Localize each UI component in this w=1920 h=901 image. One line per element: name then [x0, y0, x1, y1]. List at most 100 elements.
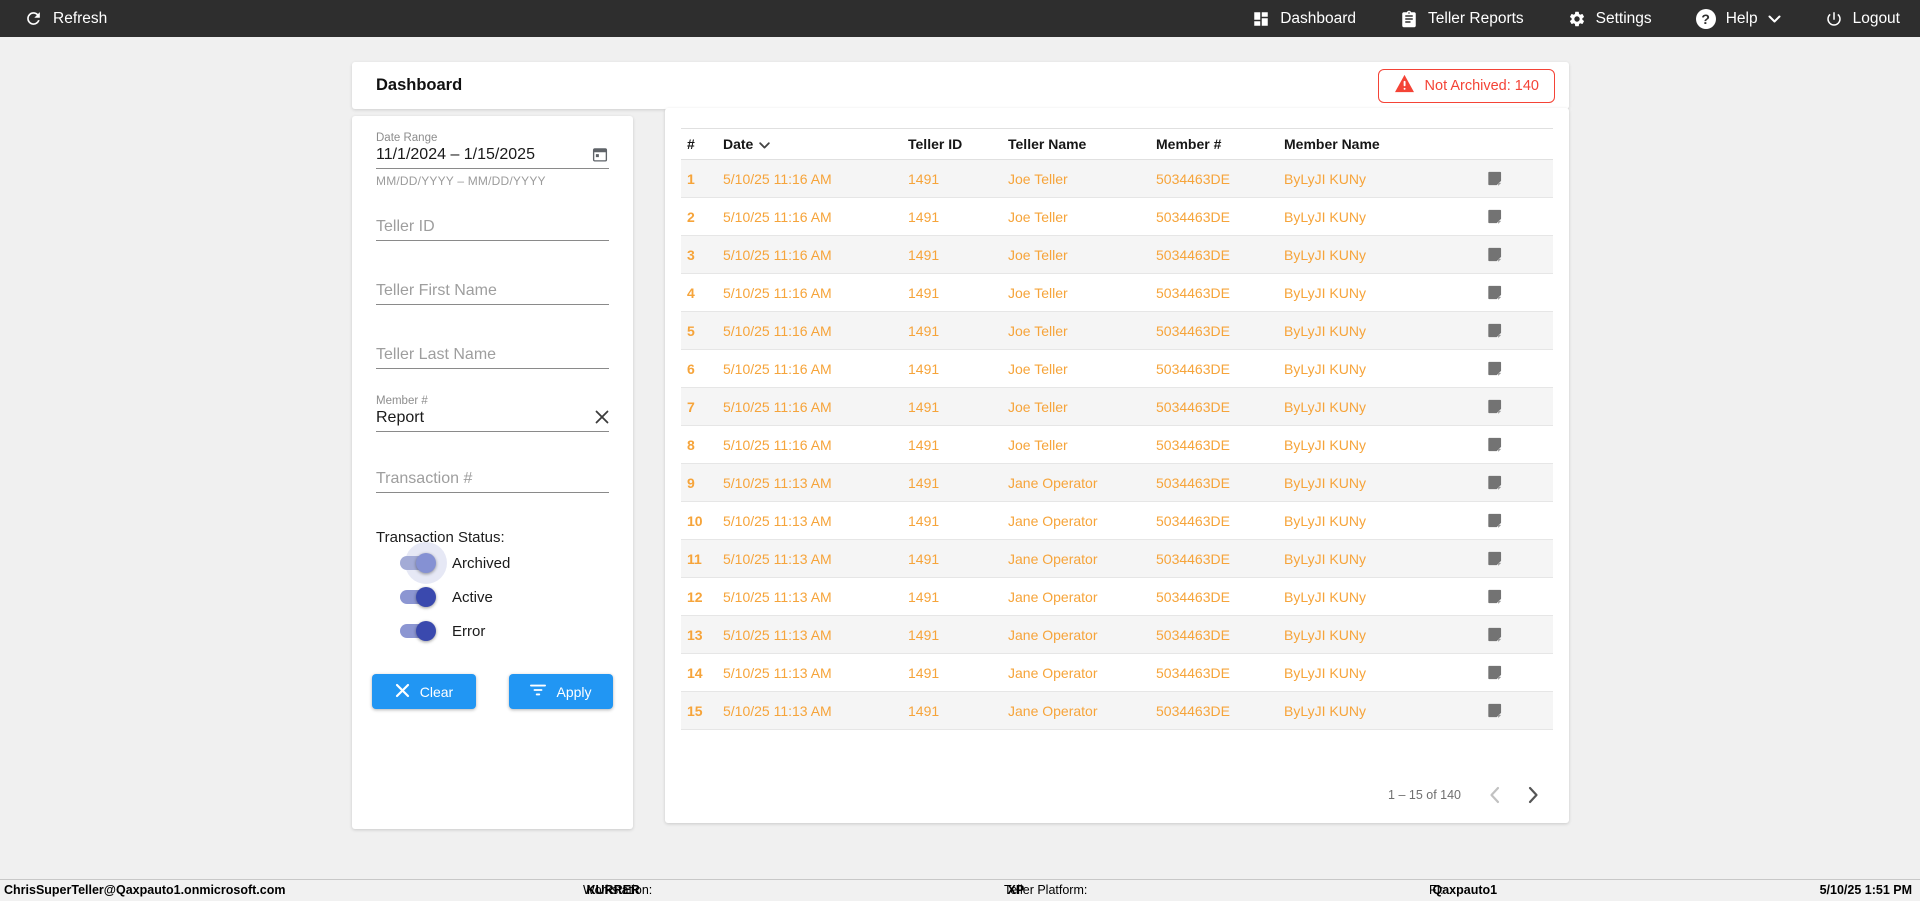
apply-button[interactable]: Apply	[509, 674, 613, 709]
clear-member-icon[interactable]	[595, 410, 609, 424]
col-date-label: Date	[723, 136, 754, 152]
row-teller-id: 1491	[908, 208, 940, 225]
row-number: 6	[687, 360, 695, 377]
note-icon[interactable]	[1486, 474, 1503, 491]
table-row[interactable]: 5 5/10/25 11:16 AM 1491 Joe Teller 5034463DE…	[681, 312, 1553, 350]
table-row[interactable]: 4 5/10/25 11:16 AM 1491 Joe Teller 5034463DE…	[681, 274, 1553, 312]
note-icon[interactable]	[1486, 550, 1503, 567]
row-date: 5/10/25 11:16 AM	[723, 246, 832, 263]
table-row[interactable]: 9 5/10/25 11:13 AM 1491 Jane Operator 503446…	[681, 464, 1553, 502]
note-icon[interactable]	[1486, 360, 1503, 377]
date-range-hint: MM/DD/YYYY – MM/DD/YYYY	[376, 174, 546, 188]
row-number: 9	[687, 474, 695, 491]
calendar-icon[interactable]	[591, 145, 609, 164]
note-icon[interactable]	[1486, 512, 1503, 529]
nav-dashboard[interactable]: Dashboard	[1252, 9, 1356, 29]
nav-help[interactable]: ? Help	[1695, 8, 1781, 29]
nav-teller-reports[interactable]: Teller Reports	[1400, 9, 1524, 29]
chevron-down-icon	[1768, 15, 1781, 23]
col-member-number: Member #	[1156, 136, 1222, 152]
help-icon: ?	[1695, 8, 1716, 29]
table-row[interactable]: 11 5/10/25 11:13 AM 1491 Jane Operator 50344…	[681, 540, 1553, 578]
nav-logout[interactable]: Logout	[1825, 9, 1900, 29]
col-date-sort[interactable]: Date	[723, 136, 908, 152]
note-icon[interactable]	[1486, 284, 1503, 301]
page-title: Dashboard	[376, 76, 463, 94]
warning-icon	[1394, 74, 1415, 97]
transaction-status-label: Transaction Status:	[376, 529, 505, 546]
row-date: 5/10/25 11:13 AM	[723, 588, 832, 605]
note-icon[interactable]	[1486, 170, 1503, 187]
not-archived-badge[interactable]: Not Archived: 140	[1377, 68, 1555, 103]
table-body: 1 5/10/25 11:16 AM 1491 Joe Teller 5034463DE…	[681, 160, 1553, 730]
row-number: 10	[687, 512, 703, 529]
clear-button[interactable]: Clear	[372, 674, 476, 709]
table-row[interactable]: 3 5/10/25 11:16 AM 1491 Joe Teller 5034463DE…	[681, 236, 1553, 274]
sort-descending-icon	[759, 136, 771, 152]
row-date: 5/10/25 11:13 AM	[723, 550, 832, 567]
note-icon[interactable]	[1486, 664, 1503, 681]
results-panel: # Date Teller ID Teller Name Member # Me…	[665, 108, 1569, 823]
table-row[interactable]: 12 5/10/25 11:13 AM 1491 Jane Operator 50344…	[681, 578, 1553, 616]
teller-first-name-input[interactable]	[376, 280, 609, 300]
date-range-input[interactable]	[376, 144, 591, 164]
row-member-number: 5034463DE	[1156, 170, 1230, 187]
table-row[interactable]: 6 5/10/25 11:16 AM 1491 Joe Teller 5034463DE…	[681, 350, 1553, 388]
nav-settings[interactable]: Settings	[1568, 9, 1652, 29]
status-datetime: 5/10/25 1:51 PM	[1819, 883, 1912, 897]
member-number-input[interactable]	[376, 407, 595, 427]
table-row[interactable]: 13 5/10/25 11:13 AM 1491 Jane Operator 50344…	[681, 616, 1553, 654]
row-date: 5/10/25 11:16 AM	[723, 436, 832, 453]
row-member-number: 5034463DE	[1156, 702, 1230, 719]
refresh-icon	[24, 9, 43, 28]
row-teller-name: Jane Operator	[1008, 474, 1098, 491]
row-number: 13	[687, 626, 703, 643]
note-icon[interactable]	[1486, 398, 1503, 415]
note-icon[interactable]	[1486, 208, 1503, 225]
note-icon[interactable]	[1486, 626, 1503, 643]
teller-last-name-input[interactable]	[376, 344, 609, 364]
row-member-name: ByLyJI KUNy	[1284, 246, 1366, 263]
transaction-number-input[interactable]	[376, 468, 609, 488]
note-icon[interactable]	[1486, 436, 1503, 453]
row-member-number: 5034463DE	[1156, 512, 1230, 529]
table-row[interactable]: 2 5/10/25 11:16 AM 1491 Joe Teller 5034463DE…	[681, 198, 1553, 236]
row-teller-name: Joe Teller	[1008, 398, 1068, 415]
note-icon[interactable]	[1486, 322, 1503, 339]
row-member-name: ByLyJI KUNy	[1284, 664, 1366, 681]
note-icon[interactable]	[1486, 246, 1503, 263]
error-switch[interactable]	[400, 621, 438, 641]
toggle-error[interactable]: Error	[400, 614, 609, 648]
fi-status: FI: Qaxpauto1	[1429, 883, 1498, 897]
table-row[interactable]: 1 5/10/25 11:16 AM 1491 Joe Teller 5034463DE…	[681, 160, 1553, 198]
note-icon[interactable]	[1486, 588, 1503, 605]
row-date: 5/10/25 11:16 AM	[723, 322, 832, 339]
row-member-number: 5034463DE	[1156, 208, 1230, 225]
refresh-button[interactable]: Refresh	[24, 9, 107, 28]
archived-switch[interactable]	[400, 542, 447, 584]
nav-dashboard-label: Dashboard	[1280, 9, 1357, 27]
row-member-name: ByLyJI KUNy	[1284, 170, 1366, 187]
clipboard-icon	[1400, 10, 1418, 28]
row-teller-id: 1491	[908, 474, 940, 491]
row-teller-name: Jane Operator	[1008, 626, 1098, 643]
table-row[interactable]: 15 5/10/25 11:13 AM 1491 Jane Operator 50344…	[681, 692, 1553, 730]
row-teller-id: 1491	[908, 588, 940, 605]
row-teller-name: Jane Operator	[1008, 512, 1098, 529]
table-row[interactable]: 14 5/10/25 11:13 AM 1491 Jane Operator 50344…	[681, 654, 1553, 692]
note-icon[interactable]	[1486, 702, 1503, 719]
row-member-name: ByLyJI KUNy	[1284, 398, 1366, 415]
table-row[interactable]: 7 5/10/25 11:16 AM 1491 Joe Teller 5034463DE…	[681, 388, 1553, 426]
active-switch[interactable]	[400, 587, 438, 607]
row-teller-name: Joe Teller	[1008, 170, 1068, 187]
teller-id-input[interactable]	[376, 216, 609, 236]
row-member-name: ByLyJI KUNy	[1284, 322, 1366, 339]
row-number: 15	[687, 702, 703, 719]
next-page-icon[interactable]	[1528, 786, 1539, 804]
row-number: 14	[687, 664, 703, 681]
toggle-active[interactable]: Active	[400, 580, 609, 614]
table-row[interactable]: 10 5/10/25 11:13 AM 1491 Jane Operator 50344…	[681, 502, 1553, 540]
table-row[interactable]: 8 5/10/25 11:16 AM 1491 Joe Teller 5034463DE…	[681, 426, 1553, 464]
toggle-archived[interactable]: Archived	[400, 542, 609, 584]
gear-icon	[1568, 10, 1586, 28]
